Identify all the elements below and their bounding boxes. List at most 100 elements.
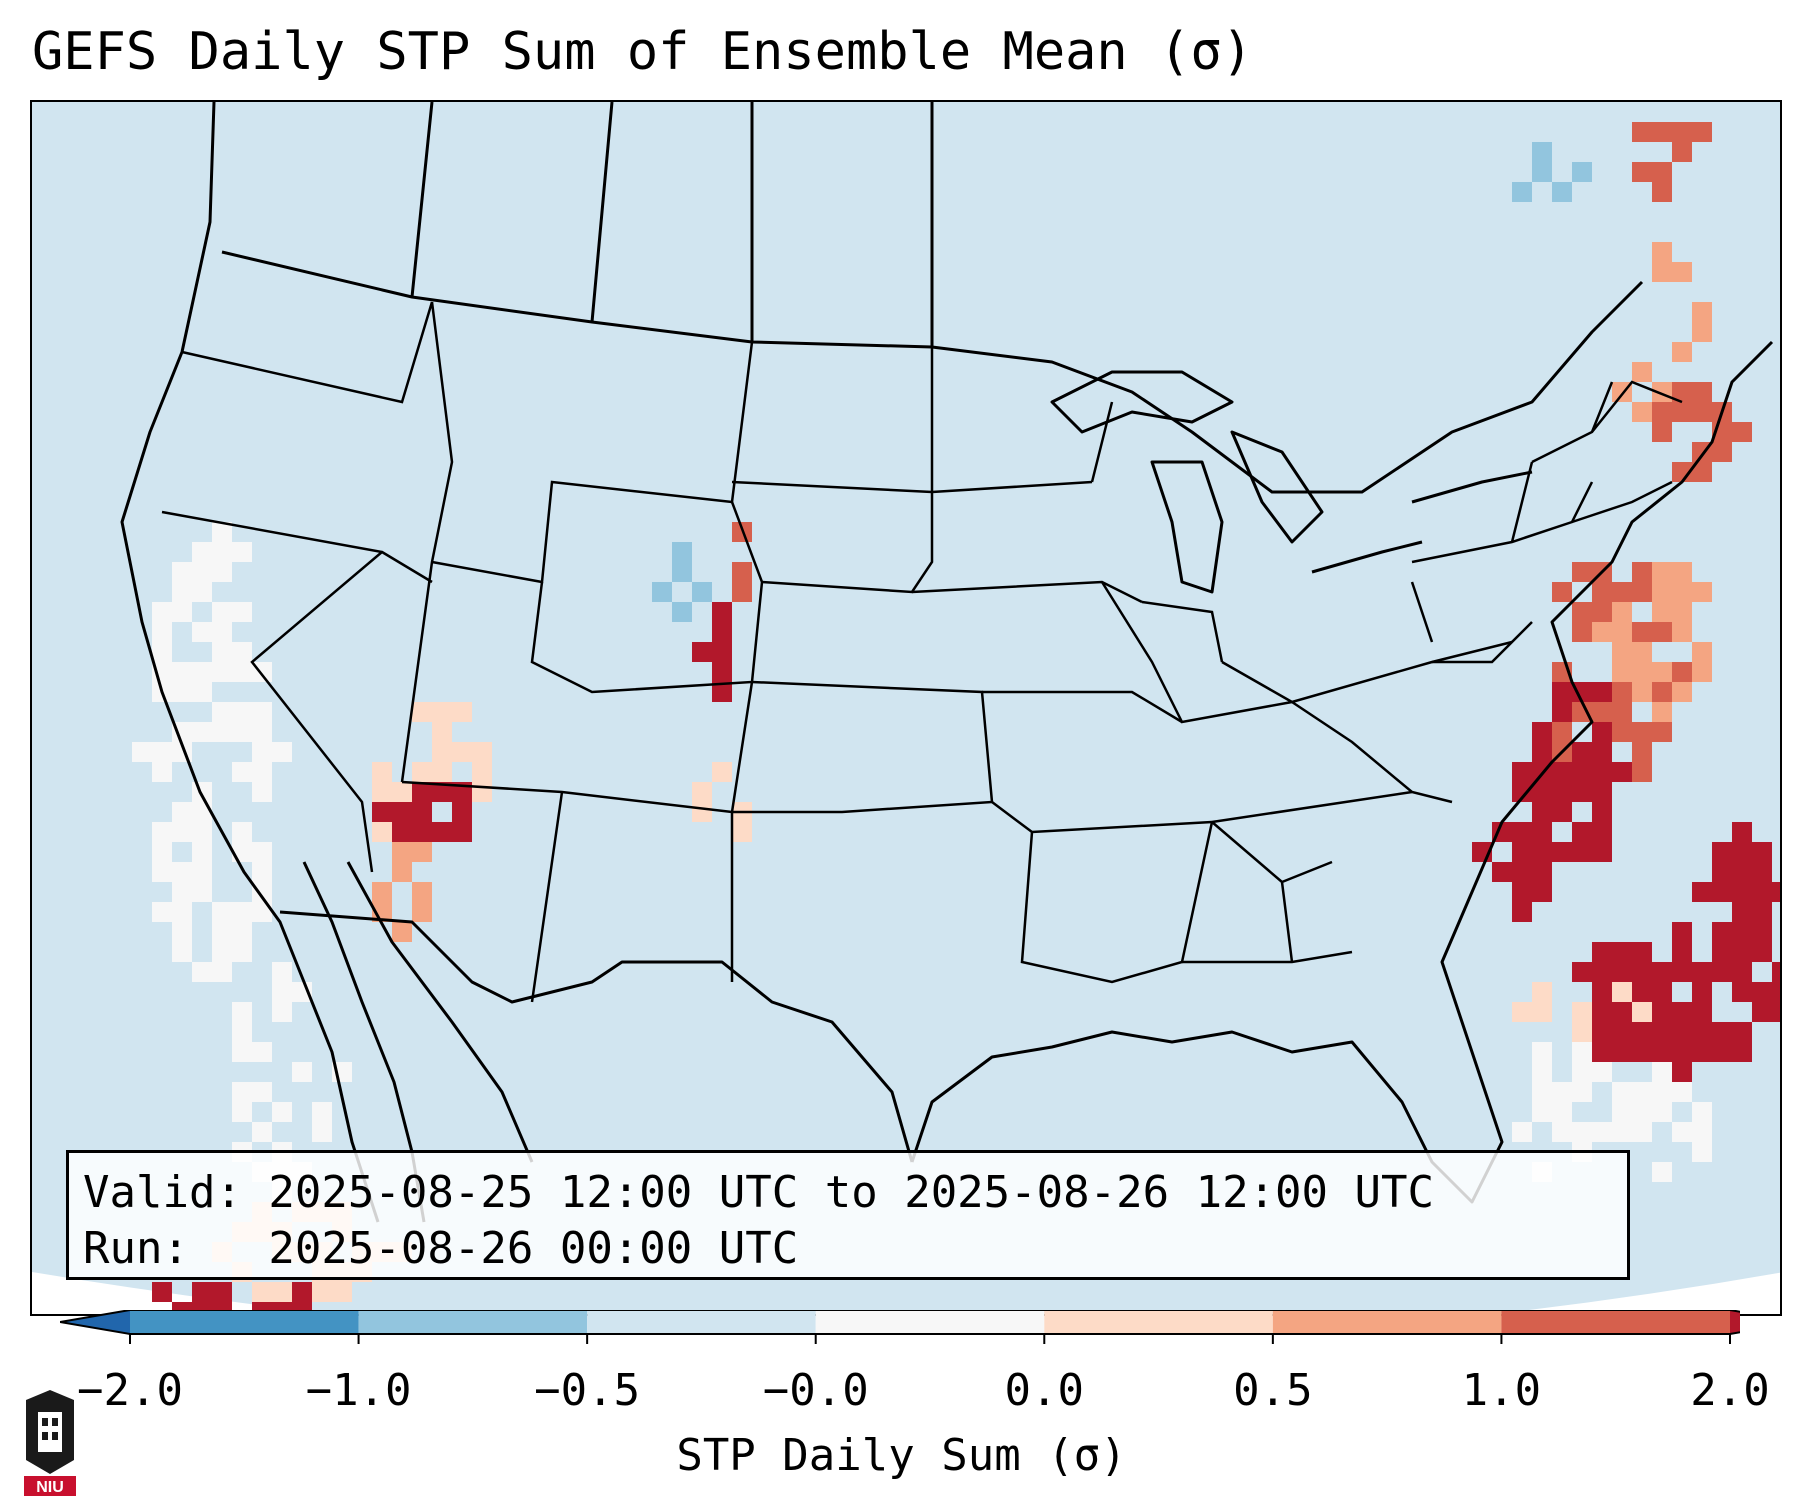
stp-pixel xyxy=(1712,1022,1732,1042)
stp-pixel xyxy=(1512,182,1532,202)
stp-pixel xyxy=(172,882,192,902)
colorbar-segment xyxy=(815,1310,1045,1334)
stp-pixel xyxy=(1612,1082,1632,1102)
stp-pixel xyxy=(1772,982,1780,1002)
stp-pixel xyxy=(1532,782,1552,802)
stp-pixel xyxy=(1752,862,1772,882)
stp-pixel xyxy=(212,962,232,982)
stp-pixel xyxy=(1672,602,1692,622)
stp-pixel xyxy=(212,622,232,642)
stp-pixel xyxy=(1732,422,1752,442)
colorbar-label: STP Daily Sum (σ) xyxy=(676,1430,1127,1481)
stp-pixel xyxy=(1572,602,1592,622)
stp-pixel xyxy=(192,862,212,882)
stp-pixel xyxy=(1532,862,1552,882)
stp-pixel xyxy=(1712,882,1732,902)
stp-pixel xyxy=(212,602,232,622)
stp-pixel xyxy=(732,562,752,582)
run-time-text: Run: 2025-08-26 00:00 UTC xyxy=(83,1223,799,1274)
stp-pixel xyxy=(392,862,412,882)
stp-pixel xyxy=(1632,762,1652,782)
stp-pixel xyxy=(1512,1002,1532,1022)
stp-pixel xyxy=(1732,962,1752,982)
stp-pixel xyxy=(1692,402,1712,422)
stp-pixel xyxy=(1512,762,1532,782)
stp-pixel xyxy=(1692,582,1712,602)
stp-pixel xyxy=(1692,962,1712,982)
stp-pixel xyxy=(1572,742,1592,762)
stp-pixel xyxy=(712,662,732,682)
pacific-coastline xyxy=(120,102,380,1223)
stp-pixel xyxy=(1632,1082,1652,1102)
colorbar-tick-label: 0.5 xyxy=(1233,1365,1313,1416)
colorbar-tick-label: −0.0 xyxy=(762,1365,869,1416)
colorbar-tick-label: −2.0 xyxy=(77,1365,183,1416)
stp-pixel xyxy=(1552,182,1572,202)
stp-pixel xyxy=(172,562,192,582)
stp-pixel xyxy=(212,902,232,922)
stp-pixel xyxy=(1672,962,1692,982)
logo-window-1 xyxy=(42,1418,48,1426)
stp-pixel xyxy=(1632,162,1652,182)
stp-pixel xyxy=(1552,1122,1572,1142)
mexico-mainland-coast xyxy=(346,861,534,1163)
stp-pixel xyxy=(1672,262,1692,282)
stp-pixel xyxy=(232,722,252,742)
stp-pixel xyxy=(232,702,252,722)
stp-pixel xyxy=(192,542,212,562)
stp-pixel xyxy=(1612,1122,1632,1142)
stp-pixel xyxy=(1552,782,1572,802)
stp-pixel xyxy=(1612,1022,1632,1042)
stp-pixel xyxy=(1712,942,1732,962)
us-mexico-border xyxy=(279,910,914,1163)
stp-pixel xyxy=(252,882,272,902)
stp-pixel xyxy=(1592,782,1612,802)
stp-pixel xyxy=(1552,1082,1572,1102)
stp-pixel xyxy=(1652,662,1672,682)
stp-pixel xyxy=(1592,682,1612,702)
stp-pixel xyxy=(1652,162,1672,182)
stp-pixel xyxy=(1672,582,1692,602)
stp-pixel xyxy=(212,522,232,542)
stp-pixel xyxy=(1592,622,1612,642)
stp-pixel xyxy=(1692,1142,1712,1162)
stp-pixel xyxy=(1772,882,1780,902)
stp-pixel xyxy=(1712,842,1732,862)
stp-pixel xyxy=(192,582,212,602)
stp-pixel xyxy=(1672,942,1692,962)
stp-pixel xyxy=(252,722,272,742)
stp-pixel xyxy=(1672,682,1692,702)
stp-pixel xyxy=(232,842,252,862)
stp-pixel xyxy=(1732,1022,1752,1042)
colorbar-segment xyxy=(1044,1310,1273,1334)
stp-pixel xyxy=(1652,242,1672,262)
coastline-and-borders xyxy=(120,102,1774,1223)
stp-pixel xyxy=(1692,1122,1712,1142)
stp-pixel xyxy=(1552,702,1572,722)
niu-logo: NIU xyxy=(24,1390,76,1496)
stp-pixel xyxy=(1732,882,1752,902)
stp-pixel xyxy=(392,842,412,862)
stp-pixel xyxy=(372,762,392,782)
stp-pixel xyxy=(172,802,192,822)
colorbar-tick-label: 2.0 xyxy=(1690,1365,1770,1416)
stp-pixel xyxy=(1632,622,1652,642)
stp-pixel xyxy=(1692,982,1712,1002)
stp-pixel xyxy=(1572,782,1592,802)
stp-pixel xyxy=(172,942,192,962)
stp-pixel xyxy=(1532,722,1552,742)
stp-pixel xyxy=(1552,722,1572,742)
stp-pixel xyxy=(1752,1002,1772,1022)
stp-pixel xyxy=(1612,642,1632,662)
stp-pixel xyxy=(1532,1042,1552,1062)
stp-pixel xyxy=(1592,822,1612,842)
stp-pixel xyxy=(732,822,752,842)
stp-pixel xyxy=(1612,1102,1632,1122)
stp-pixel xyxy=(1572,1122,1592,1142)
stp-pixel xyxy=(232,1002,252,1022)
stp-pixel xyxy=(1652,1062,1672,1082)
stp-pixel xyxy=(192,562,212,582)
stp-pixel xyxy=(1652,1082,1672,1102)
stp-pixel xyxy=(672,602,692,622)
lake-michigan xyxy=(1150,460,1224,594)
